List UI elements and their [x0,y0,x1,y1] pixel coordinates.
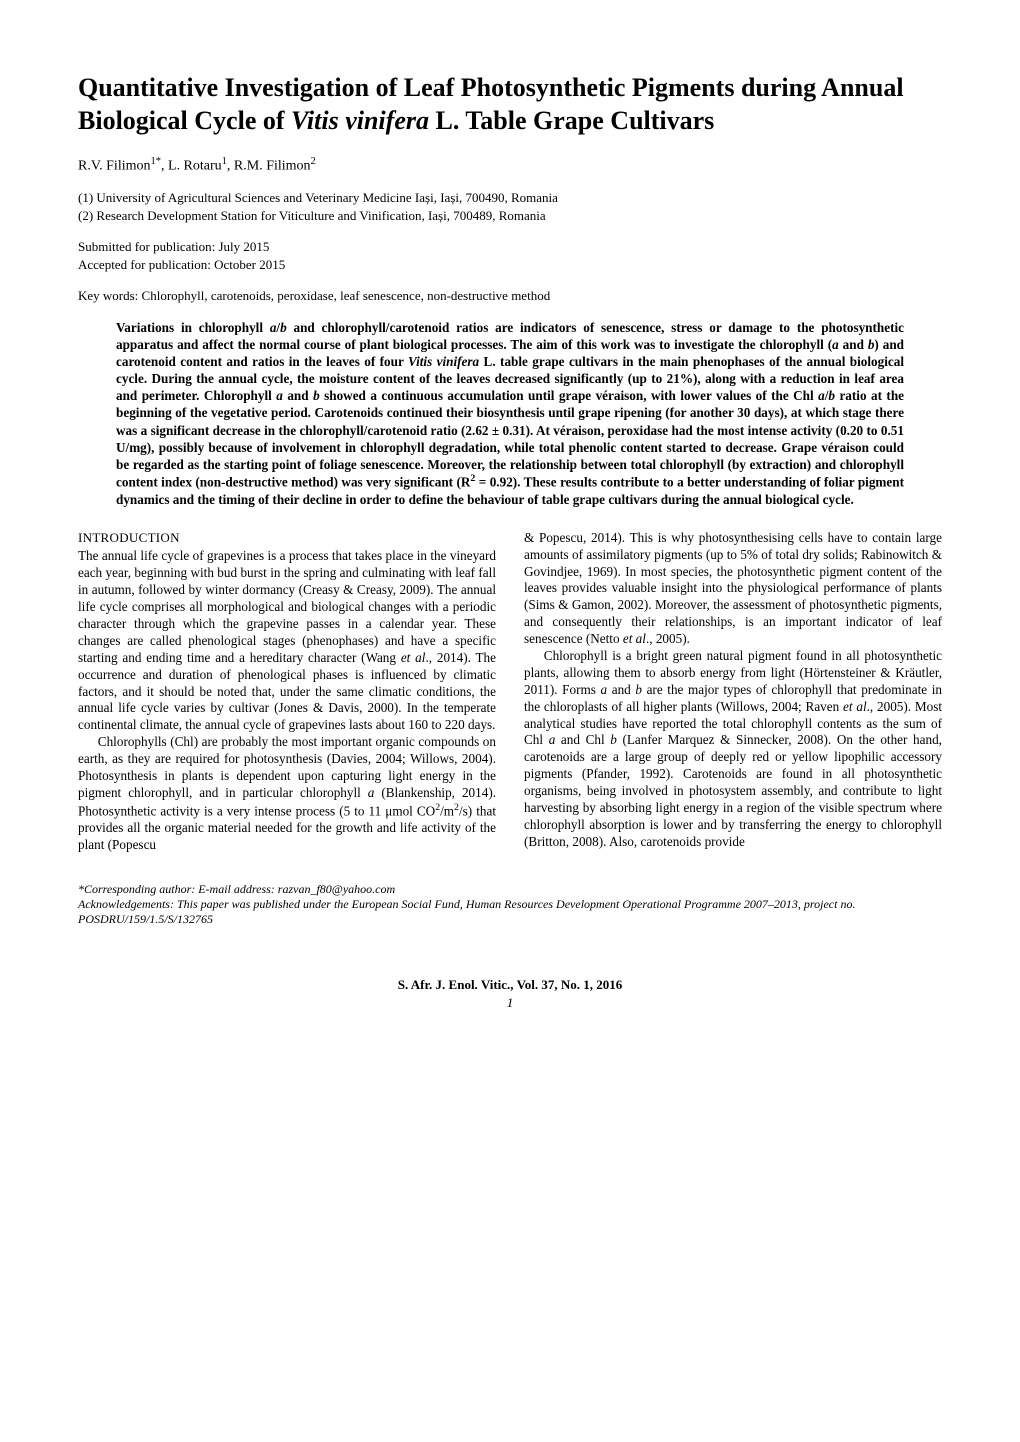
affiliation-2: (2) Research Development Station for Vit… [78,208,942,225]
footnote-block: *Corresponding author: E-mail address: r… [78,882,942,927]
authors: R.V. Filimon1*, L. Rotaru1, R.M. Filimon… [78,155,942,176]
intro-paragraph-2-cont: & Popescu, 2014). This is why photosynth… [524,530,942,648]
footer-journal: S. Afr. J. Enol. Vitic., Vol. 37, No. 1,… [78,977,942,994]
affiliations-block: (1) University of Agricultural Sciences … [78,190,942,225]
accepted-date: Accepted for publication: October 2015 [78,257,942,274]
footer-page-number: 1 [78,995,942,1012]
acknowledgements: Acknowledgements: This paper was publish… [78,897,942,927]
intro-paragraph-3: Chlorophyll is a bright green natural pi… [524,648,942,851]
affiliation-1: (1) University of Agricultural Sciences … [78,190,942,207]
article-title: Quantitative Investigation of Leaf Photo… [78,72,942,137]
keywords: Key words: Chlorophyll, carotenoids, per… [78,288,942,305]
intro-paragraph-2: Chlorophylls (Chl) are probably the most… [78,734,496,854]
submitted-date: Submitted for publication: July 2015 [78,239,942,256]
intro-paragraph-1: The annual life cycle of grapevines is a… [78,548,496,734]
abstract: Variations in chlorophyll a/b and chloro… [116,319,904,508]
section-heading-introduction: INTRODUCTION [78,530,496,547]
body-columns: INTRODUCTION The annual life cycle of gr… [78,530,942,854]
dates-block: Submitted for publication: July 2015 Acc… [78,239,942,274]
corresponding-author: *Corresponding author: E-mail address: r… [78,882,942,897]
